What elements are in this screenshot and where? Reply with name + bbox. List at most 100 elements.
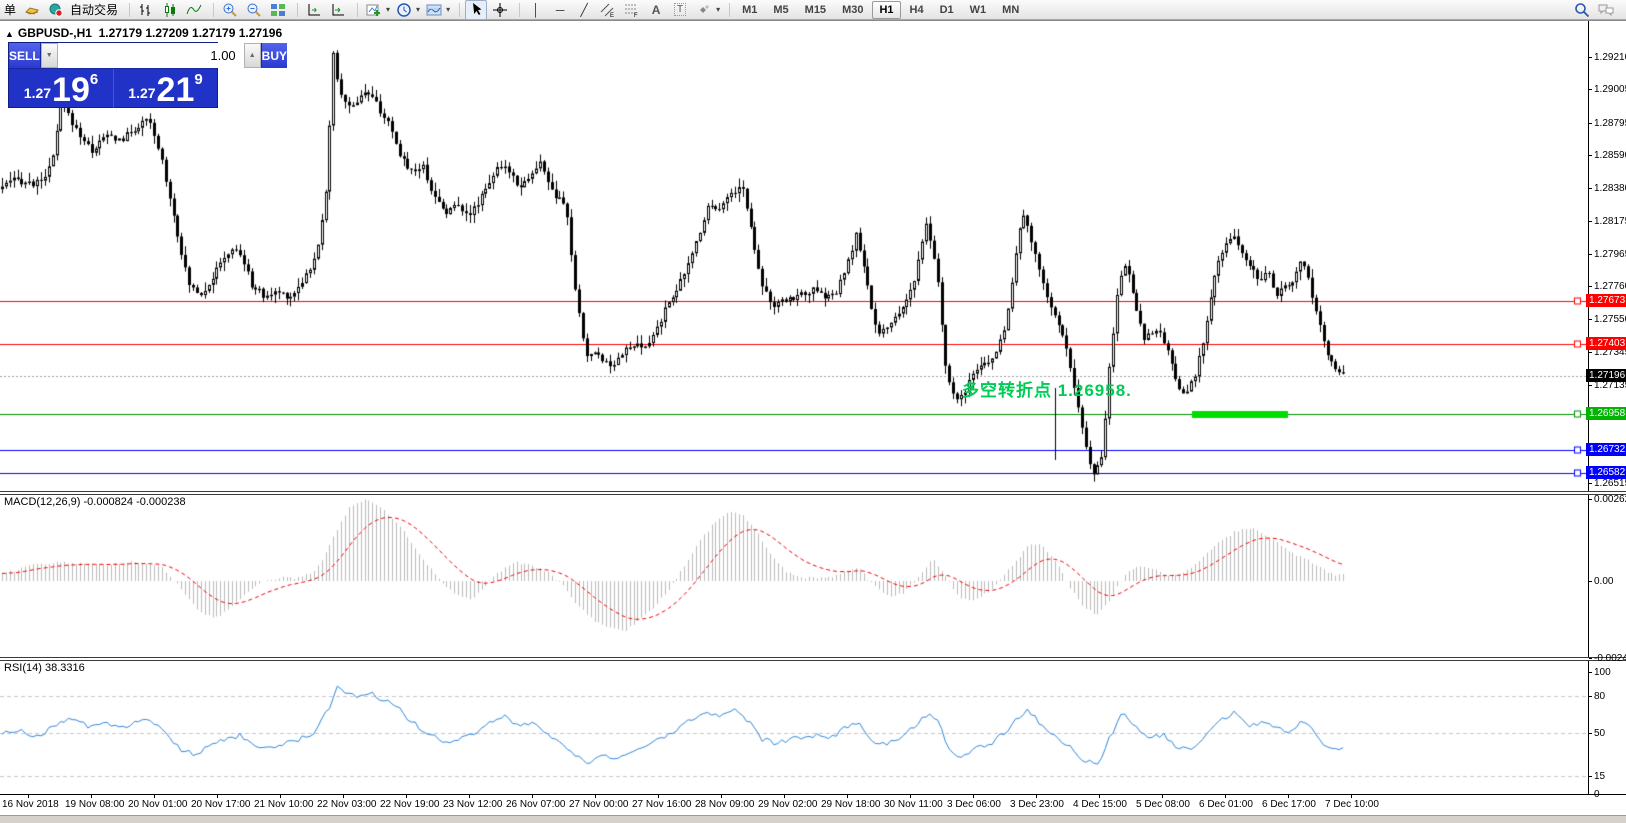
bar-chart-button[interactable] — [135, 0, 157, 20]
time-axis-label: 19 Nov 08:00 — [65, 799, 125, 810]
text-label-tool[interactable]: T — [669, 0, 691, 20]
cursor-button[interactable] — [465, 0, 488, 20]
time-axis-tick — [721, 795, 722, 798]
new-order-label[interactable]: 单 — [4, 3, 17, 17]
fibonacci-tool[interactable]: F — [621, 0, 643, 20]
panel-splitter[interactable] — [0, 491, 1626, 495]
price-axis-tick: 1.27965 — [1589, 249, 1626, 261]
toolbar-separator — [724, 2, 731, 17]
price-tag-1.27403: 1.27403 — [1586, 336, 1626, 350]
timeframe-mn[interactable]: MN — [1002, 3, 1020, 16]
price-axis-tick: 1.27550 — [1589, 314, 1626, 326]
line-chart-button[interactable] — [183, 0, 205, 20]
buy-price-sup: 9 — [194, 71, 203, 88]
autotrading-label[interactable]: 自动交易 — [70, 3, 119, 17]
time-axis-label: 27 Nov 00:00 — [569, 799, 629, 810]
tile-windows-icon — [271, 3, 286, 16]
time-axis-tick — [1036, 795, 1037, 798]
time-axis-label: 20 Nov 01:00 — [128, 799, 188, 810]
time-axis-label: 5 Dec 08:00 — [1136, 799, 1190, 810]
search-button[interactable] — [1571, 0, 1593, 20]
time-axis-tick — [28, 795, 29, 798]
time-axis-tick — [1351, 795, 1352, 798]
collapse-trade-panel-arrow[interactable]: ▲ — [5, 29, 14, 39]
buy-price-prefix: 1.27 — [128, 85, 156, 101]
macd-canvas[interactable] — [0, 495, 1588, 657]
trade-panel-price-row: 1.27 19 6 1.27 21 9 — [9, 69, 217, 108]
price-chart-canvas[interactable] — [0, 21, 1588, 491]
macd-axis-tick: -0.00244 — [1589, 653, 1626, 665]
macd-axis-tick: 0.002627 — [1589, 494, 1626, 506]
chat-button[interactable] — [1595, 0, 1617, 20]
time-axis-tick — [910, 795, 911, 798]
horizontal-line-tool[interactable]: ─ — [549, 0, 571, 20]
volume-decrease-button[interactable]: ▼ — [40, 43, 58, 68]
trendline-tool[interactable]: ╱ — [573, 0, 595, 20]
time-axis-tick — [154, 795, 155, 798]
time-axis-label: 6 Dec 17:00 — [1262, 799, 1316, 810]
chat-icon — [1598, 4, 1614, 16]
timeframe-w1[interactable]: W1 — [969, 3, 987, 16]
timeframe-m15[interactable]: M15 — [804, 3, 827, 16]
templates-button[interactable] — [423, 0, 445, 20]
new-order-button[interactable] — [21, 0, 43, 20]
chart-shift-button[interactable] — [327, 0, 349, 20]
time-axis-tick — [469, 795, 470, 798]
dropdown-caret[interactable]: ▾ — [716, 5, 721, 14]
time-axis-label: 20 Nov 17:00 — [191, 799, 251, 810]
auto-scroll-icon — [308, 3, 321, 15]
time-axis-tick — [532, 795, 533, 798]
volume-increase-button[interactable]: ▲ — [243, 43, 261, 68]
tile-windows-button[interactable] — [267, 0, 289, 20]
macd-label: MACD(12,26,9) -0.000824 -0.000238 — [4, 496, 186, 508]
time-axis-label: 23 Nov 12:00 — [443, 799, 503, 810]
volume-input[interactable] — [57, 43, 244, 68]
panel-splitter[interactable] — [0, 657, 1626, 661]
crosshair-button[interactable] — [489, 0, 511, 20]
timeframe-m30[interactable]: M30 — [842, 3, 864, 16]
toolbar-right-group — [1570, 0, 1618, 20]
macd-axis-tick: 0.00 — [1589, 576, 1613, 588]
time-axis[interactable]: 16 Nov 2018 19 Nov 08:00 20 Nov 01:00 20 No… — [0, 794, 1626, 815]
candlestick-chart-button[interactable] — [159, 0, 181, 20]
trade-panel-top-row: SELL ▼ ▲ BUY — [9, 43, 288, 69]
timeframe-h1[interactable]: H1 — [872, 0, 901, 19]
fibonacci-icon: F — [625, 4, 638, 18]
time-axis-label: 4 Dec 15:00 — [1073, 799, 1127, 810]
buy-price-button[interactable]: 1.27 21 9 — [113, 69, 217, 108]
templates-icon — [426, 4, 442, 15]
rsi-canvas[interactable] — [0, 661, 1588, 794]
toolbar-separator — [514, 2, 521, 17]
toolbar-separator — [124, 2, 131, 17]
periods-button[interactable] — [393, 0, 415, 20]
dropdown-caret[interactable]: ▾ — [386, 5, 391, 14]
sell-price-button[interactable]: 1.27 19 6 — [9, 69, 113, 108]
timeframe-h4[interactable]: H4 — [909, 3, 924, 16]
autotrading-button[interactable] — [45, 0, 67, 20]
cursor-icon — [473, 2, 482, 15]
timeframe-m5[interactable]: M5 — [773, 3, 789, 16]
timeframe-d1[interactable]: D1 — [939, 3, 954, 16]
indicators-button[interactable] — [363, 0, 385, 20]
time-axis-tick — [91, 795, 92, 798]
equidistant-channel-tool[interactable]: E — [597, 0, 619, 20]
window-divider — [0, 20, 1626, 21]
auto-scroll-button[interactable] — [303, 0, 325, 20]
chart-title: ▲ GBPUSD-,H1 1.27179 1.27209 1.27179 1.27… — [5, 26, 282, 40]
sell-button[interactable]: SELL — [9, 43, 40, 68]
vertical-line-tool[interactable]: │ — [525, 0, 547, 20]
time-axis-label: 22 Nov 03:00 — [317, 799, 377, 810]
zoom-in-button[interactable] — [219, 0, 241, 20]
arrows-icon — [700, 4, 710, 13]
time-axis-tick — [847, 795, 848, 798]
buy-button[interactable]: BUY — [261, 43, 288, 68]
text-tool[interactable]: A — [645, 0, 667, 20]
toolbar-separator — [292, 2, 299, 17]
zoom-out-button[interactable] — [243, 0, 265, 20]
timeframe-m1[interactable]: M1 — [742, 3, 758, 16]
dropdown-caret[interactable]: ▾ — [416, 5, 421, 14]
time-axis-label: 29 Nov 02:00 — [758, 799, 818, 810]
time-axis-tick — [1162, 795, 1163, 798]
arrows-tool[interactable] — [693, 0, 715, 20]
dropdown-caret[interactable]: ▾ — [446, 5, 451, 14]
